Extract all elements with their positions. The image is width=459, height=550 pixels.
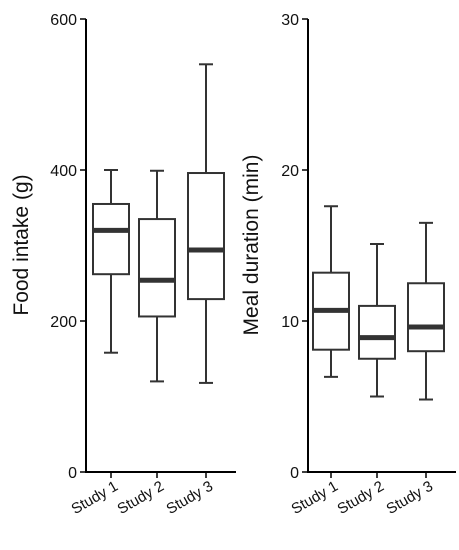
iqr-box — [92, 202, 130, 276]
x-tick-label: Study 1 — [68, 478, 121, 518]
iqr-box — [407, 282, 445, 353]
y-tick-label: 600 — [50, 12, 77, 29]
y-tick-label: 10 — [281, 314, 299, 331]
box-1 — [312, 205, 350, 378]
y-axis-title: Meal duration (min) — [240, 155, 263, 336]
box-3 — [407, 221, 445, 401]
y-tick-label: 200 — [50, 314, 77, 331]
x-tick-label: Study 3 — [383, 478, 436, 518]
y-tick-label: 0 — [68, 465, 77, 482]
iqr-box — [187, 172, 225, 301]
y-tick-label: 30 — [281, 12, 299, 29]
iqr-box — [358, 304, 396, 360]
x-tick-label: Study 2 — [334, 478, 387, 518]
box-3 — [187, 63, 225, 384]
x-tick-label: Study 2 — [114, 478, 167, 518]
y-tick-label: 20 — [281, 163, 299, 180]
iqr-box — [138, 218, 176, 318]
box-2 — [138, 169, 176, 383]
x-tick-label: Study 1 — [288, 478, 341, 518]
box-2 — [358, 242, 396, 398]
box-1 — [92, 169, 130, 354]
y-tick-label: 0 — [290, 465, 299, 482]
x-tick-label: Study 3 — [163, 478, 216, 518]
y-tick-label: 400 — [50, 163, 77, 180]
y-axis-title: Food intake (g) — [10, 174, 33, 315]
